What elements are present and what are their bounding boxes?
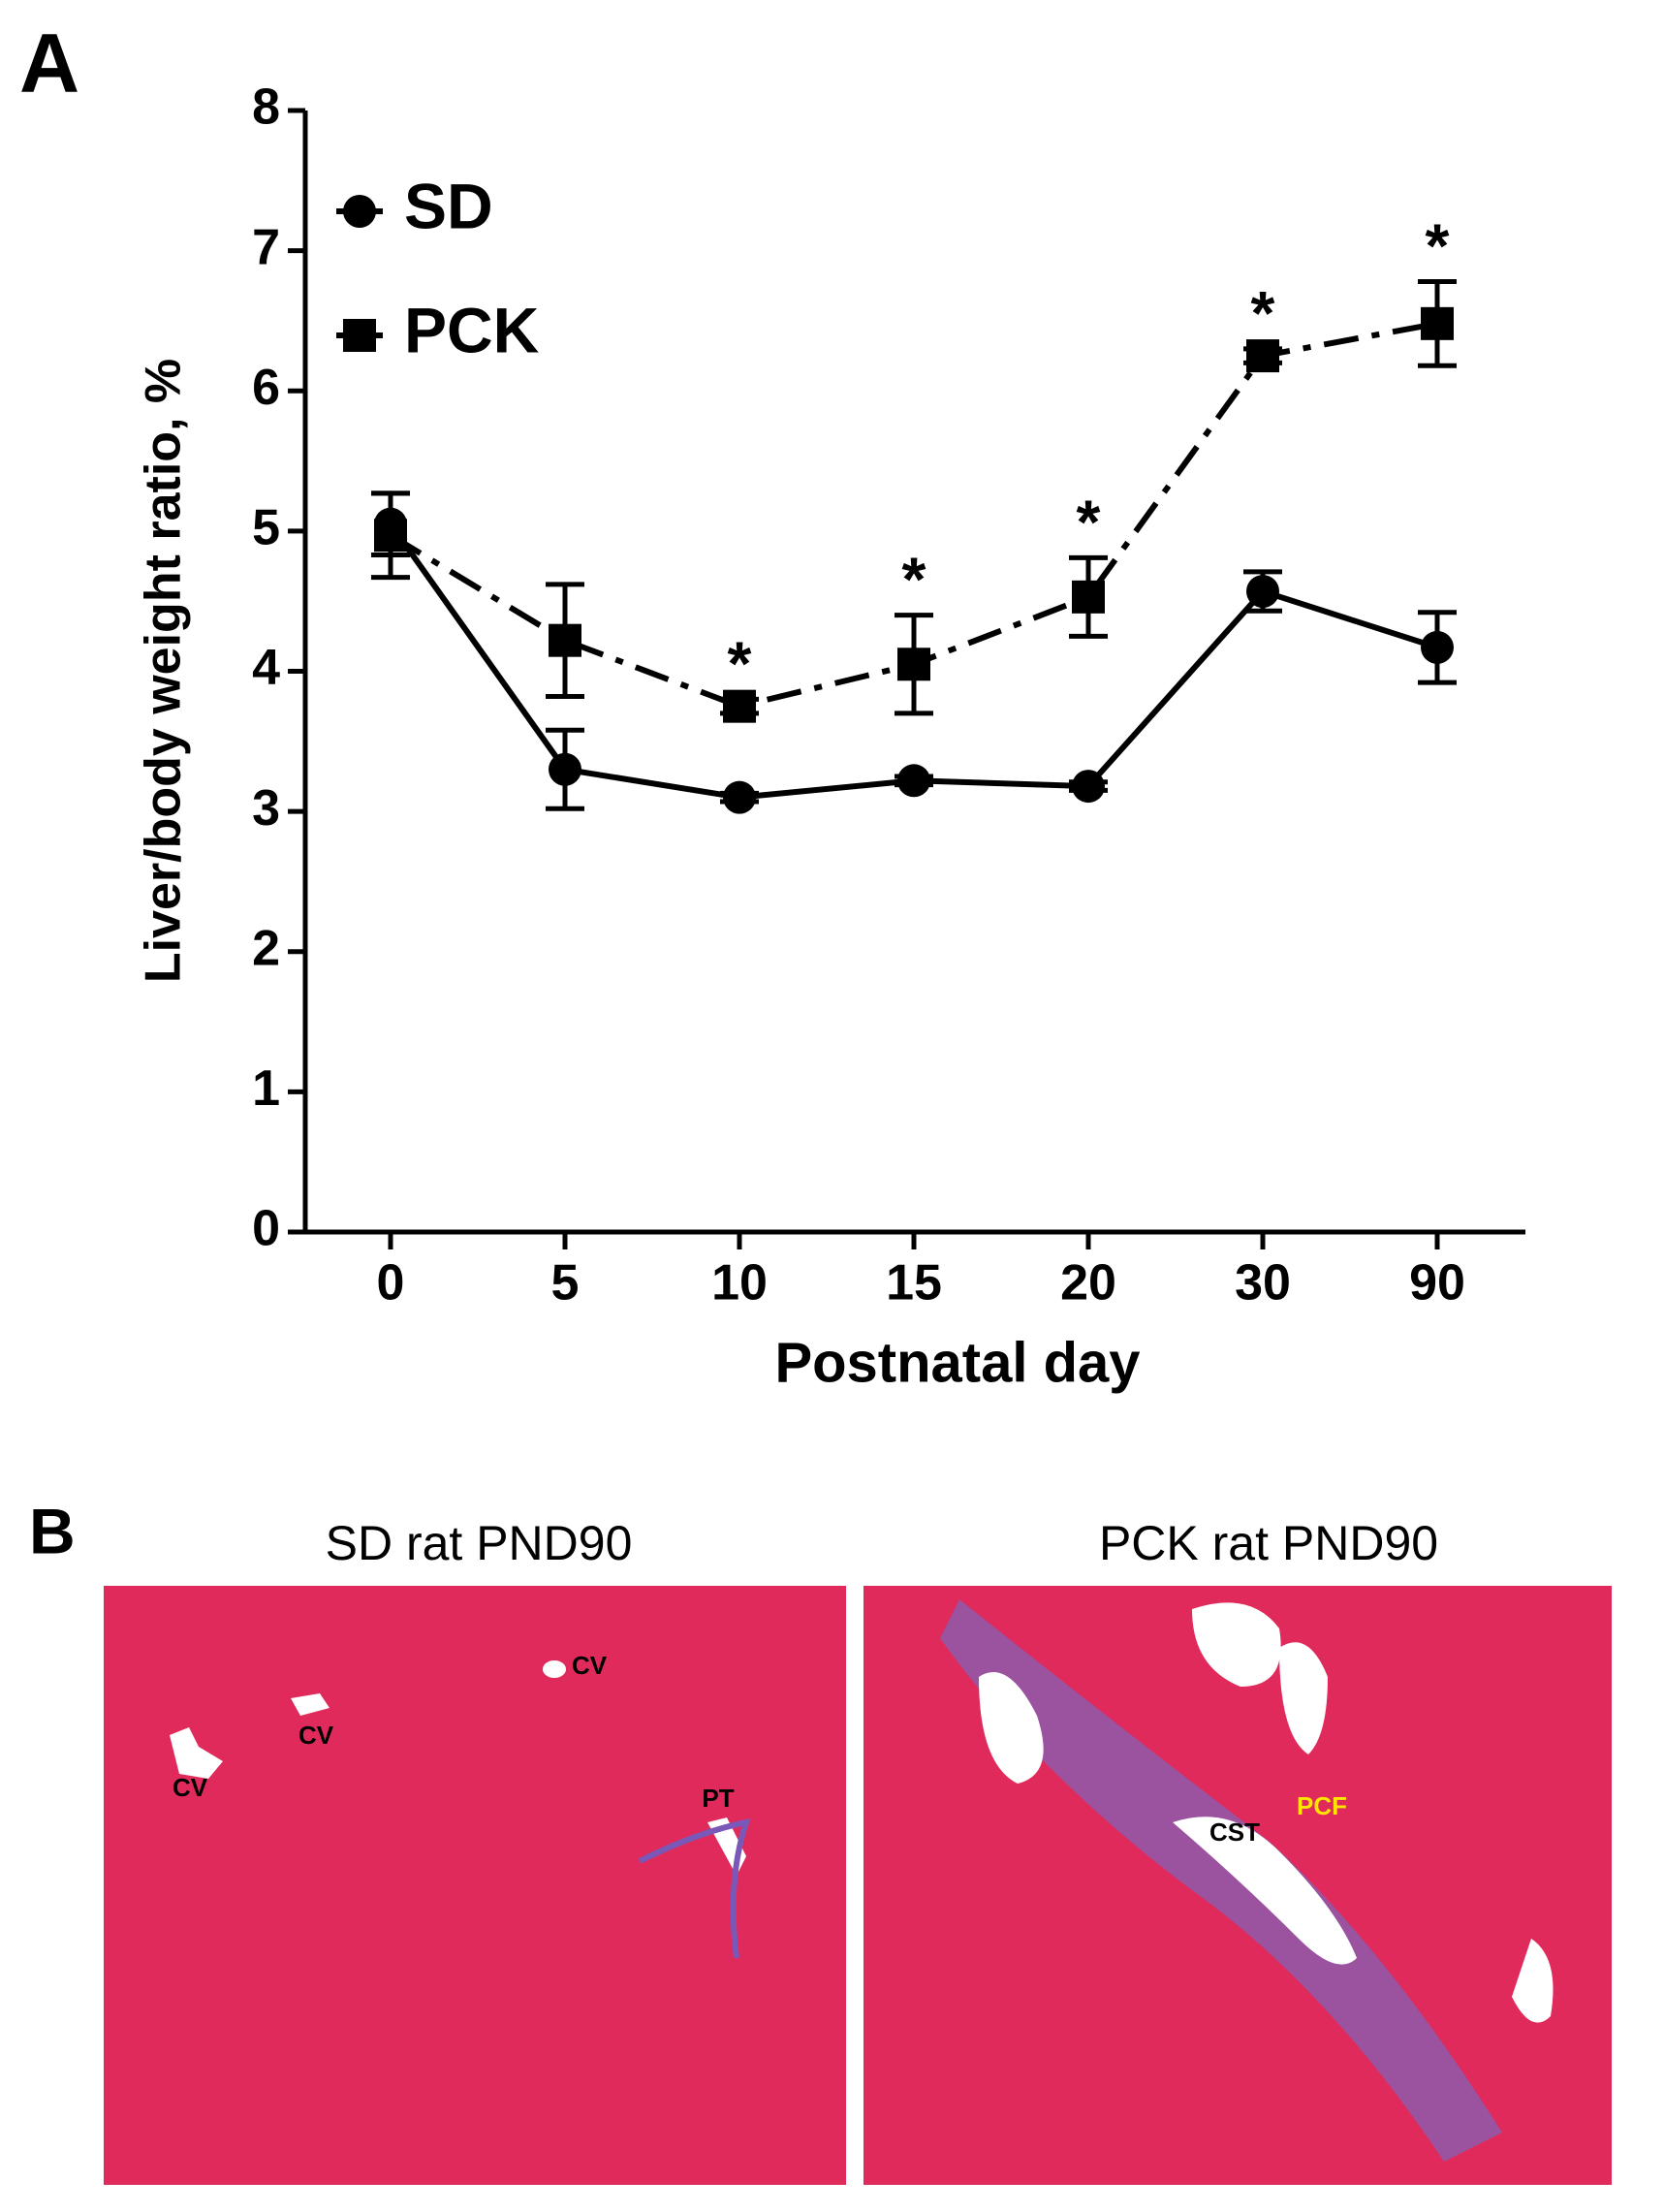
marker <box>723 780 756 814</box>
y-tick-label: 6 <box>252 360 280 416</box>
image-label: CST <box>1209 1817 1260 1847</box>
annotation: * <box>1077 487 1101 556</box>
y-tick-label: 2 <box>252 920 280 976</box>
marker <box>897 764 930 798</box>
marker <box>1246 575 1279 609</box>
image-label: CV <box>298 1721 334 1750</box>
panel-label: A <box>19 17 79 111</box>
annotation: * <box>1426 210 1450 280</box>
y-tick-label: 4 <box>252 640 280 696</box>
x-tick-label: 30 <box>1235 1255 1291 1311</box>
y-tick-label: 1 <box>252 1060 280 1117</box>
histology-right: CST PCF <box>863 1586 1612 2185</box>
marker <box>374 519 407 553</box>
y-tick-label: 8 <box>252 79 280 136</box>
image-label: CV <box>173 1773 208 1802</box>
y-tick-label: 5 <box>252 500 280 556</box>
marker <box>1072 580 1105 614</box>
y-tick-label: 3 <box>252 780 280 837</box>
x-tick-label: 15 <box>886 1255 942 1311</box>
marker <box>897 648 930 681</box>
marker <box>1072 770 1105 804</box>
y-tick-label: 7 <box>252 219 280 275</box>
x-axis-title: Postnatal day <box>774 1331 1140 1394</box>
marker <box>723 689 756 723</box>
x-tick-label: 10 <box>711 1255 768 1311</box>
marker <box>343 195 376 228</box>
x-tick-label: 20 <box>1060 1255 1116 1311</box>
y-axis-title: Liver/body weight ratio, % <box>136 359 192 983</box>
marker <box>1421 306 1454 340</box>
x-tick-label: 90 <box>1409 1255 1465 1311</box>
annotation: * <box>902 545 926 615</box>
marker <box>1246 339 1279 373</box>
histology-left: CV CV CV PT <box>104 1586 846 2185</box>
legend-label: PCK <box>404 294 540 365</box>
image-label: PT <box>702 1784 734 1813</box>
marker <box>549 752 581 786</box>
image-label: CV <box>572 1651 608 1680</box>
marker <box>1421 630 1454 664</box>
annotation: * <box>728 628 752 698</box>
image-label: PCF <box>1297 1791 1347 1820</box>
panel-label: B <box>29 1495 76 1566</box>
marker <box>549 623 581 657</box>
marker <box>343 319 376 352</box>
image-title: PCK rat PND90 <box>1099 1516 1438 1570</box>
x-tick-label: 5 <box>551 1255 580 1311</box>
annotation: * <box>1251 278 1275 348</box>
image-title: SD rat PND90 <box>326 1516 633 1570</box>
legend-label: SD <box>404 170 493 241</box>
x-tick-label: 0 <box>377 1255 405 1311</box>
y-tick-label: 0 <box>252 1201 280 1257</box>
